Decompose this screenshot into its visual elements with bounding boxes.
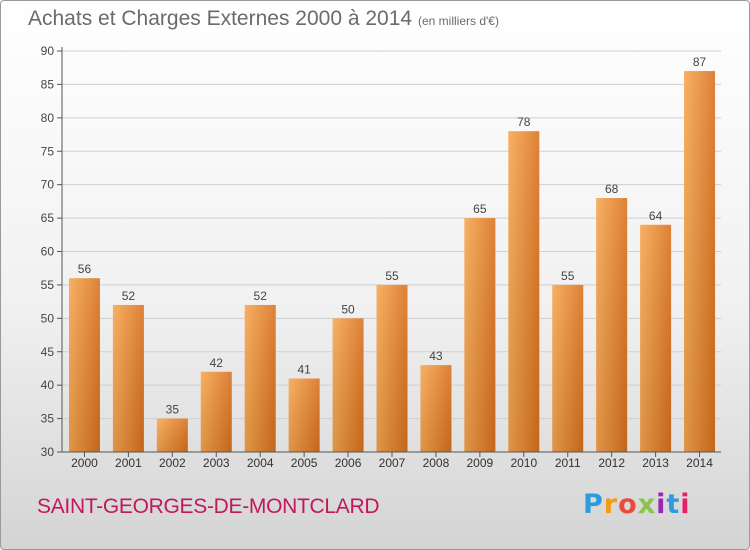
y-tick-label: 75 [41,144,55,158]
chart-unit-label: (en milliers d'€) [418,14,499,28]
y-tick-label: 85 [41,77,55,91]
x-tick-label: 2013 [642,456,669,470]
logo-letter: t [666,489,681,520]
x-tick-label: 2003 [203,456,230,470]
x-tick-label: 2000 [71,456,98,470]
data-label-2003: 42 [210,356,224,370]
logo-letter: i [656,489,667,520]
x-tick-label: 2008 [423,456,450,470]
bar-shade-2001 [112,304,144,452]
x-tick-label: 2011 [555,456,581,470]
logo-letter: P [583,489,604,520]
data-label-2010: 78 [517,115,531,129]
bar-shade-2011 [552,284,584,452]
bar-shade-2012 [596,198,628,452]
y-tick-label: 60 [41,245,55,259]
chart-title: Achats et Charges Externes 2000 à 2014 [28,7,413,30]
x-tick-label: 2010 [510,456,537,470]
data-label-2002: 35 [166,403,180,417]
data-label-2013: 64 [649,209,663,223]
bar-shade-2002 [156,418,188,452]
logo-letter: i [680,489,691,520]
y-tick-label: 30 [41,445,55,459]
data-label-2011: 55 [561,269,575,283]
bar-shade-2009 [464,218,496,452]
data-label-2009: 65 [473,202,487,216]
data-label-2001: 52 [122,289,136,303]
bar-shade-2006 [332,318,364,452]
y-tick-label: 80 [41,111,55,125]
x-tick-label: 2014 [686,456,713,470]
y-tick-label: 45 [41,345,55,359]
data-label-2008: 43 [429,349,443,363]
commune-name: SAINT-GEORGES-DE-MONTCLARD [37,495,380,518]
bar-shade-2000 [68,278,100,452]
x-tick-label: 2001 [115,456,142,470]
bar-shade-2013 [640,224,672,452]
x-tick-label: 2004 [247,456,274,470]
bar-shade-2005 [288,378,320,452]
y-tick-label: 50 [41,311,55,325]
x-tick-label: 2006 [335,456,362,470]
bar-shade-2010 [508,131,540,452]
bar-shade-2008 [420,365,452,452]
data-label-2000: 56 [78,262,92,276]
bar-shade-2014 [684,71,716,453]
y-tick-label: 90 [41,44,55,58]
x-tick-label: 2005 [291,456,318,470]
data-label-2007: 55 [385,269,399,283]
x-tick-label: 2012 [598,456,625,470]
bar-shade-2004 [244,304,276,452]
y-tick-label: 70 [41,178,55,192]
data-label-2004: 52 [254,289,268,303]
data-label-2005: 41 [297,362,311,376]
x-tick-label: 2007 [379,456,406,470]
logo-letter: r [603,489,619,520]
data-label-2014: 87 [693,55,707,69]
data-label-2012: 68 [605,182,619,196]
bar-shade-2007 [376,284,408,452]
bar-shade-2003 [200,371,232,452]
bar-chart: 56 52 35 42 52 41 50 55 43 65 78 55 68 64 87 30 35 40 45 5… [41,44,721,470]
x-tick-label: 2009 [467,456,494,470]
logo-letter: x [637,489,657,520]
data-label-2006: 50 [341,302,355,316]
x-tick-label: 2002 [159,456,186,470]
proxiti-logo: Proxiti [583,489,691,520]
y-tick-label: 55 [41,278,55,292]
y-tick-label: 65 [41,211,55,225]
logo-letter: o [618,489,638,520]
y-tick-label: 40 [41,378,55,392]
y-tick-label: 35 [41,412,55,426]
